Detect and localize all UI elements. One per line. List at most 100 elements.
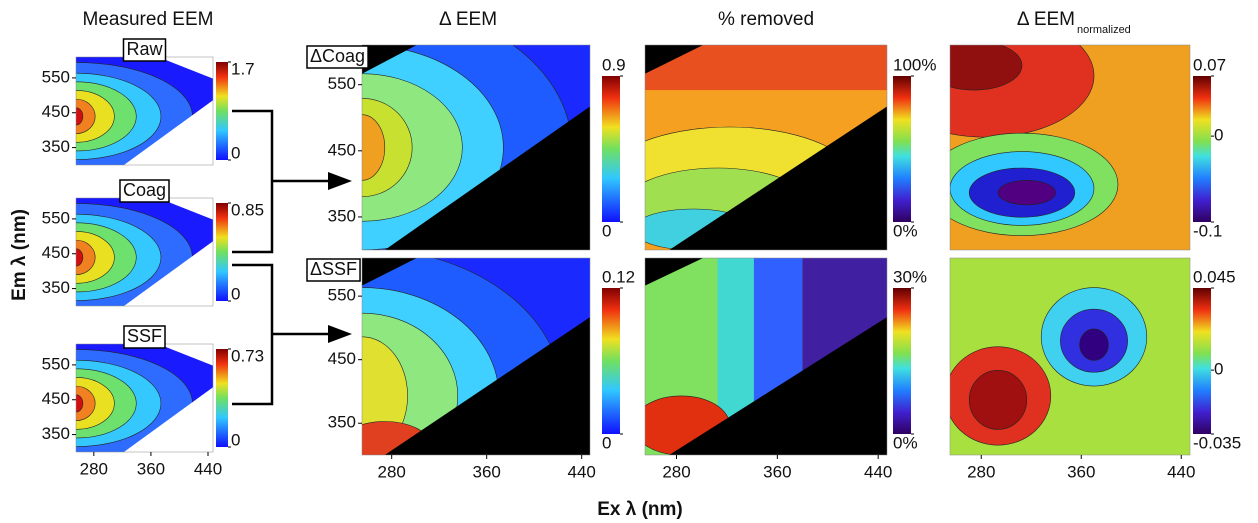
colorbar-tick-label: 0 bbox=[231, 284, 240, 303]
y-tick-label: 450 bbox=[42, 102, 70, 121]
colorbar-tick-label: 1.7 bbox=[231, 59, 255, 78]
masked-region bbox=[158, 57, 213, 79]
masked-region bbox=[384, 317, 590, 455]
panel: 350 450 550 ΔCoag 0 0.9 bbox=[306, 44, 626, 251]
panel-label: Coag bbox=[123, 180, 166, 200]
column-title: % removed bbox=[718, 9, 814, 30]
x-tick-label: 440 bbox=[864, 462, 892, 481]
x-tick-label: 280 bbox=[80, 459, 108, 478]
panel: 280 360 440 -0.035 0 0.045 bbox=[949, 257, 1241, 481]
colorbar bbox=[216, 349, 228, 447]
y-tick-label: 550 bbox=[328, 74, 356, 93]
masked-region bbox=[123, 100, 213, 165]
y-tick-label: 550 bbox=[42, 67, 70, 86]
colorbar-tick-label: 0% bbox=[893, 433, 918, 452]
column-title: Δ EEM bbox=[439, 9, 497, 30]
contour-region bbox=[1079, 328, 1109, 361]
x-tick-label: 360 bbox=[763, 462, 791, 481]
contour-plot bbox=[950, 45, 1190, 250]
contour-plot bbox=[645, 45, 887, 250]
colorbar-tick-label: 0.73 bbox=[231, 346, 264, 365]
column-title: Measured EEM bbox=[83, 9, 214, 30]
y-tick-label: 350 bbox=[328, 413, 356, 432]
colorbar bbox=[602, 288, 620, 434]
colorbar-tick-label: 0% bbox=[893, 221, 918, 240]
x-tick-label: 280 bbox=[378, 462, 406, 481]
contour-plot bbox=[362, 45, 590, 250]
panel: -0.1 0 0.07 bbox=[949, 44, 1226, 251]
panel-label-box bbox=[123, 325, 166, 349]
y-tick-label: 550 bbox=[42, 354, 70, 373]
panel-label: ΔCoag bbox=[310, 46, 365, 66]
contour-region bbox=[76, 385, 96, 421]
x-tick-label: 280 bbox=[662, 462, 690, 481]
colorbar-tick-label: 0.85 bbox=[231, 200, 264, 219]
colorbar-tick-label: 0 bbox=[602, 221, 611, 240]
panel-label: SSF bbox=[127, 326, 162, 346]
colorbar bbox=[893, 76, 911, 222]
colorbar bbox=[1193, 288, 1211, 434]
colorbar bbox=[1193, 76, 1211, 222]
panel-label-box bbox=[122, 38, 167, 62]
contour-plot bbox=[362, 258, 590, 455]
masked-region bbox=[669, 317, 887, 455]
bracket bbox=[232, 109, 274, 254]
masked-region bbox=[158, 198, 213, 220]
colorbar-tick-label: 0.07 bbox=[1193, 55, 1226, 74]
y-tick-label: 450 bbox=[328, 349, 356, 368]
panel-frame bbox=[644, 257, 888, 456]
contour-plot bbox=[76, 344, 213, 452]
colorbar-tick-label: 0 bbox=[1214, 360, 1223, 379]
masked-region bbox=[158, 344, 213, 366]
colorbar-tick-label: 0.045 bbox=[1193, 267, 1236, 286]
connectors bbox=[232, 109, 330, 406]
colorbar-tick-label: 30% bbox=[893, 267, 927, 286]
colorbar-tick-label: -0.035 bbox=[1193, 433, 1241, 452]
x-tick-label: 280 bbox=[967, 462, 995, 481]
panel-frame bbox=[949, 257, 1191, 456]
panel: 350 450 550 280 360 440 ΔSSF 0 0.12 bbox=[306, 257, 635, 481]
contour-plot bbox=[645, 258, 887, 455]
colorbar bbox=[216, 203, 228, 301]
masked-region bbox=[384, 106, 590, 250]
colorbar-tick-label: 0 bbox=[231, 143, 240, 162]
contour-region bbox=[997, 180, 1056, 206]
contour-plot bbox=[76, 198, 213, 306]
contour-plot bbox=[76, 57, 213, 165]
colorbar-tick-label: 100% bbox=[893, 55, 936, 74]
masked-region bbox=[123, 241, 213, 306]
colorbar-tick-label: -0.1 bbox=[1193, 221, 1222, 240]
colorbar-tick-label: 0 bbox=[602, 433, 611, 452]
x-tick-label: 360 bbox=[1067, 462, 1095, 481]
colorbar bbox=[216, 62, 228, 160]
colorbar bbox=[893, 288, 911, 434]
contour-region bbox=[76, 98, 96, 134]
x-tick-label: 440 bbox=[568, 462, 596, 481]
y-tick-label: 450 bbox=[42, 243, 70, 262]
y-tick-label: 550 bbox=[42, 208, 70, 227]
y-tick-label: 450 bbox=[42, 389, 70, 408]
arrow-head bbox=[328, 325, 352, 343]
contour-region bbox=[968, 369, 1028, 430]
panel: 350 450 550 Raw 0 1.7 bbox=[42, 38, 255, 166]
masked-region bbox=[362, 258, 417, 286]
colorbar bbox=[602, 76, 620, 222]
panel-frame bbox=[361, 257, 591, 456]
panel-label-box bbox=[306, 45, 369, 69]
x-tick-label: 440 bbox=[194, 459, 222, 478]
arrow-head bbox=[328, 172, 352, 190]
contour-plot bbox=[950, 258, 1190, 455]
masked-region bbox=[645, 45, 704, 74]
x-axis-label: Ex λ (nm) bbox=[597, 499, 683, 520]
panel: 0% 100% bbox=[644, 44, 936, 251]
colorbar-tick-label: 0 bbox=[231, 430, 240, 449]
panel: 350 450 550 280 360 440 SSF 0 0.73 bbox=[42, 325, 264, 478]
colorbar-tick-label: 0.12 bbox=[602, 267, 635, 286]
contour-region bbox=[76, 239, 96, 275]
panel-frame bbox=[949, 44, 1191, 251]
x-tick-label: 440 bbox=[1167, 462, 1195, 481]
column-title-subscript: normalized bbox=[1077, 24, 1131, 36]
